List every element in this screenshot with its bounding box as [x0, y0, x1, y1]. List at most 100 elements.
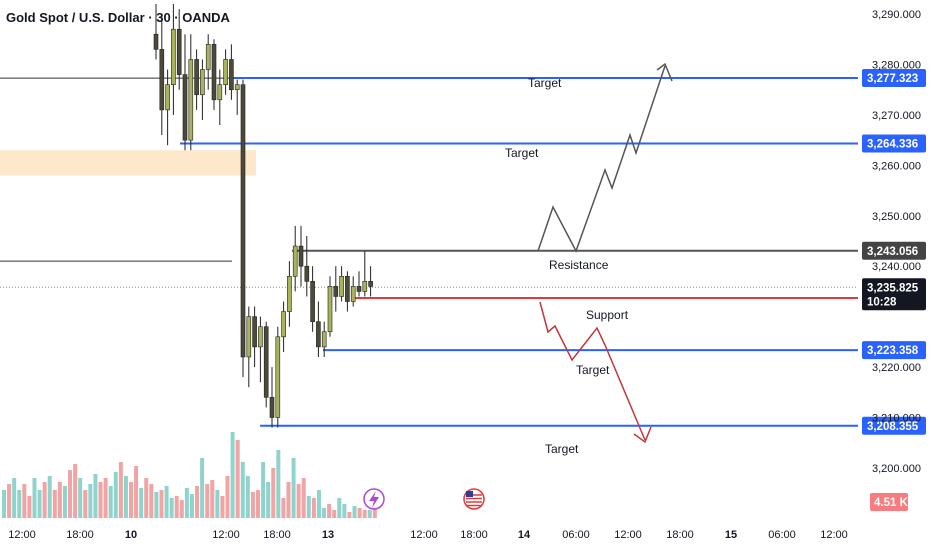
volume-bar: [352, 506, 357, 518]
candle-body: [217, 84, 223, 101]
y-axis-tick-label: 3,250.000: [872, 211, 921, 223]
supply-zone: [0, 150, 256, 176]
volume-bar: [362, 510, 367, 518]
y-axis-tick-label: 3,240.000: [872, 261, 921, 273]
level-annotation: Resistance: [549, 258, 609, 272]
candle-body: [362, 281, 368, 292]
volume-bar: [17, 490, 22, 518]
volume-bar: [357, 508, 362, 518]
volume-bar: [301, 478, 306, 518]
x-axis-tick-label: 12:00: [8, 529, 36, 541]
volume-bar: [134, 466, 139, 518]
volume-bar: [276, 450, 281, 518]
volume-bar: [189, 494, 194, 518]
volume-bar: [42, 482, 47, 518]
x-axis-tick-label: 12:00: [410, 529, 438, 541]
volume-bar: [83, 490, 88, 518]
candle-body: [275, 336, 281, 418]
volume-bar: [108, 486, 113, 518]
volume-bar: [266, 482, 271, 518]
candle-body: [287, 275, 292, 312]
x-axis-tick-label: 18:00: [666, 529, 694, 541]
candle-body: [263, 326, 269, 398]
y-axis-tick-label: 3,260.000: [872, 160, 921, 172]
volume-bar: [27, 496, 32, 518]
y-axis-tick-label: 3,200.000: [872, 463, 921, 475]
volume-bar: [367, 510, 372, 518]
volume-bar: [347, 512, 352, 518]
volume-bar: [240, 462, 245, 518]
volume-bar: [123, 476, 128, 518]
candle-body: [234, 84, 240, 91]
candle-body: [171, 28, 176, 85]
candle-body: [205, 44, 211, 70]
bearish-arrow-head: [633, 426, 652, 444]
level-price-label: 3,208.355: [867, 421, 919, 433]
volume-bar: [88, 484, 93, 518]
volume-bar: [7, 484, 12, 518]
volume-bar: [291, 458, 296, 518]
x-axis-tick-label: 12:00: [212, 529, 240, 541]
level-price-label: 3,277.323: [867, 73, 918, 85]
volume-bar: [210, 480, 215, 518]
candle-body: [292, 245, 298, 277]
volume-bar: [342, 504, 347, 518]
volume-bar: [322, 508, 327, 518]
candle-body: [229, 59, 234, 91]
x-axis-tick-label: 06:00: [768, 529, 796, 541]
bearish-projection-path: [539, 301, 646, 441]
volume-bar: [154, 492, 159, 518]
volume-bar: [93, 474, 98, 518]
volume-bar: [47, 476, 52, 518]
volume-bar: [37, 490, 42, 518]
x-axis-tick-label: 13: [322, 529, 334, 541]
candle-body: [281, 311, 286, 338]
y-axis-tick-label: 3,210.000: [872, 412, 921, 424]
volume-bar: [179, 500, 184, 518]
candle-body: [345, 275, 350, 302]
candle-body: [200, 69, 205, 96]
volume-bar: [22, 484, 27, 518]
volume-tag-label: 4.51 K: [874, 497, 909, 509]
volume-bar: [332, 510, 337, 518]
current-price-label: 3,235.825: [867, 282, 919, 294]
volume-tag: [870, 493, 908, 511]
volume-bar: [327, 504, 332, 518]
y-axis-tick-label: 3,220.000: [872, 362, 921, 374]
candle-body: [246, 316, 252, 358]
volume-bar: [337, 498, 342, 518]
level-annotation: Target: [528, 76, 562, 90]
candle-body: [350, 286, 356, 302]
lightning-icon: [369, 491, 379, 508]
candle-body: [269, 397, 275, 418]
candle-body: [159, 49, 165, 111]
candle-body: [176, 28, 182, 75]
volume-bar: [144, 478, 149, 518]
level-price-tag: [862, 341, 926, 360]
countdown-label: 10:28: [867, 296, 897, 308]
volume-bar: [215, 490, 220, 518]
level-price-tag: [862, 69, 926, 88]
volume-bar: [57, 482, 62, 518]
level-price-tag: [862, 416, 926, 435]
volume-bar: [98, 482, 103, 518]
bullish-arrow-head: [656, 62, 673, 82]
level-annotation: Target: [505, 146, 539, 160]
volume-bar: [174, 496, 179, 518]
volume-bar: [52, 490, 57, 518]
level-annotation: Target: [545, 442, 579, 456]
candle-body: [333, 286, 339, 297]
x-axis-tick-label: 18:00: [263, 529, 291, 541]
level-annotation: Support: [586, 308, 629, 322]
bullish-projection-path: [537, 65, 666, 253]
x-axis-tick-label: 12:00: [820, 529, 848, 541]
level-price-tag: [862, 241, 926, 260]
candle-body: [339, 275, 344, 297]
x-axis-tick-label: 12:00: [614, 529, 642, 541]
volume-bar: [129, 482, 133, 518]
volume-bar: [139, 488, 144, 518]
level-price-label: 3,264.336: [867, 138, 918, 150]
volume-bar: [73, 464, 78, 518]
level-annotation: Target: [576, 363, 610, 377]
